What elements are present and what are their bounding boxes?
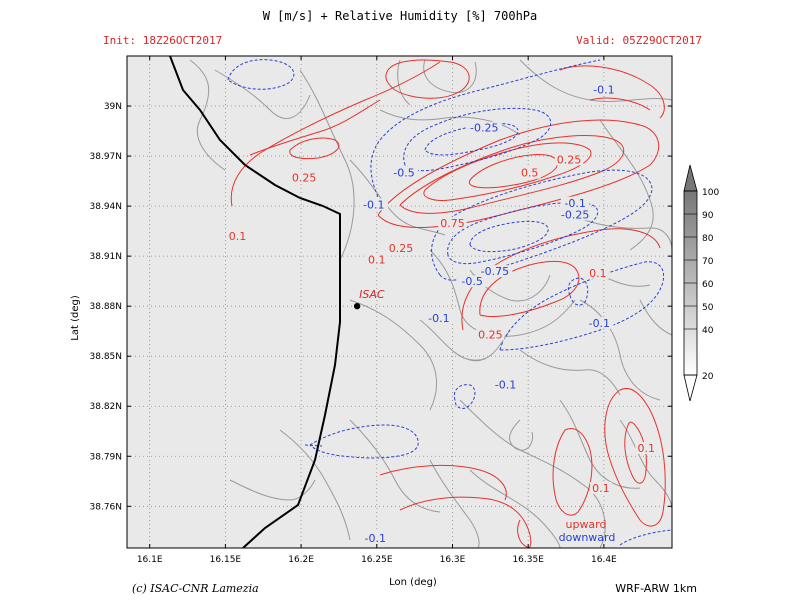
x-axis-ticks: 16.1E 16.15E 16.2E 16.25E 16.3E 16.35E 16.4E — [137, 56, 617, 565]
contour-label-bg — [457, 275, 487, 288]
contour-label-bg — [365, 253, 388, 266]
contour-label-bg — [589, 83, 619, 96]
y-tick-label: 38.79N — [90, 452, 123, 462]
colorbar-tick-label: 80 — [702, 234, 714, 244]
contour-label-bg — [554, 153, 584, 166]
contour-label: 0.1 — [368, 253, 386, 266]
colorbar-bottom-arrow — [683, 374, 698, 402]
contour-label-bg — [557, 208, 593, 221]
y-tick-label: 39N — [104, 102, 122, 112]
contour-label: 0.25 — [478, 329, 503, 342]
contour-label-bg — [635, 441, 658, 454]
contour-labels: -0.1-0.250.25-0.5 0.50.25-0.1 -0.1-0.250.7… — [226, 83, 658, 545]
station-label: ISAC — [359, 288, 385, 301]
grid-lines — [127, 56, 672, 548]
y-tick-label: 38.85N — [90, 352, 123, 362]
y-tick-label: 38.82N — [90, 402, 123, 412]
contour-label: -0.1 — [593, 83, 614, 96]
x-tick-label: 16.2E — [288, 555, 314, 565]
y-tick-label: 38.94N — [90, 202, 123, 212]
contour-label: -0.25 — [470, 122, 498, 135]
contour-label-bg — [438, 216, 467, 229]
x-tick-label: 16.1E — [137, 555, 163, 565]
contour-label-bg — [359, 198, 388, 211]
contour-label: 0.75 — [440, 217, 465, 230]
colorbar-tick-label: 70 — [702, 257, 714, 267]
contour-label-bg — [289, 171, 319, 184]
contour-label: -0.1 — [495, 379, 516, 392]
x-tick-label: 16.4E — [591, 555, 617, 565]
contour-label-bg — [560, 196, 590, 209]
plot-background — [127, 56, 672, 548]
y-tick-label: 38.88N — [90, 302, 123, 312]
contour-label: 0.1 — [229, 230, 247, 243]
y-tick-label: 38.97N — [90, 152, 123, 162]
contour-label-bg — [589, 481, 612, 494]
contour-label: 0.5 — [521, 167, 539, 180]
contour-label-bg — [476, 328, 505, 341]
model-label: WRF-ARW 1km — [615, 582, 697, 595]
colorbar-tick-label: 40 — [702, 326, 714, 336]
y-axis-label: Lat (deg) — [70, 295, 81, 341]
contour-label: -0.5 — [393, 167, 414, 180]
contour-label: -0.1 — [564, 197, 585, 210]
x-tick-label: 16.25E — [361, 555, 393, 565]
init-time-label: Init: 18Z26OCT2017 — [103, 34, 222, 47]
contour-label-bg — [424, 311, 454, 324]
contour-label-bg — [226, 230, 249, 243]
upward-contours — [230, 59, 666, 548]
contour-label: -0.1 — [428, 312, 449, 325]
colorbar-tick-label: 100 — [702, 188, 719, 198]
contour-label: -0.25 — [561, 208, 589, 221]
x-tick-label: 16.3E — [440, 555, 466, 565]
contour-label: 0.25 — [389, 242, 414, 255]
x-tick-label: 16.35E — [512, 555, 544, 565]
y-axis-ticks: 38.76N 38.79N 38.82N 38.85N 38.88N 38.91N 38.9… — [90, 102, 672, 512]
y-tick-label: 38.76N — [90, 502, 123, 512]
colorbar-tick-label: 20 — [702, 372, 714, 382]
x-tick-label: 16.15E — [210, 555, 242, 565]
contour-label: 0.1 — [638, 442, 656, 455]
contour-label-bg — [491, 378, 520, 391]
contour-label: 0.1 — [589, 267, 607, 280]
contour-label-bg — [386, 241, 416, 254]
copyright-label: (c) ISAC-CNR Lamezia — [132, 582, 259, 595]
contour-label-bg — [361, 531, 390, 544]
contour-label-bg — [477, 265, 513, 278]
contour-label-bg — [585, 316, 614, 329]
colorbar-tick-label: 50 — [702, 303, 714, 313]
rh-colorbar: 20 40 50 60 70 80 90 100 — [683, 164, 719, 402]
contour-label: -0.5 — [461, 275, 482, 288]
plot-frame — [126, 55, 673, 549]
valid-time-label: Valid: 05Z29OCT2017 — [576, 34, 702, 47]
station-marker — [353, 302, 361, 310]
contour-label-bg — [389, 166, 419, 179]
colorbar-tick-label: 90 — [702, 211, 714, 221]
contour-label: -0.1 — [589, 317, 610, 330]
colorbar-tick-label: 60 — [702, 280, 714, 290]
contour-label-bg — [518, 166, 541, 179]
contour-label: -0.1 — [365, 532, 386, 545]
contour-label-bg — [466, 121, 502, 134]
legend-downward: downward — [559, 531, 616, 544]
contour-label: 0.25 — [292, 172, 317, 185]
contour-label: -0.75 — [481, 265, 509, 278]
contour-label: -0.1 — [363, 198, 384, 211]
colorbar-top-arrow — [683, 164, 698, 192]
y-tick-label: 38.91N — [90, 252, 123, 262]
legend-upward: upward — [565, 518, 606, 531]
coastline — [169, 56, 341, 548]
contour-label-bg — [586, 266, 609, 279]
chart-title: W [m/s] + Relative Humidity [%] 700hPa — [263, 9, 538, 23]
contour-label: 0.1 — [592, 482, 610, 495]
contour-label: 0.25 — [557, 153, 582, 166]
w-contours — [227, 59, 672, 548]
x-axis-label: Lon (deg) — [389, 577, 437, 588]
